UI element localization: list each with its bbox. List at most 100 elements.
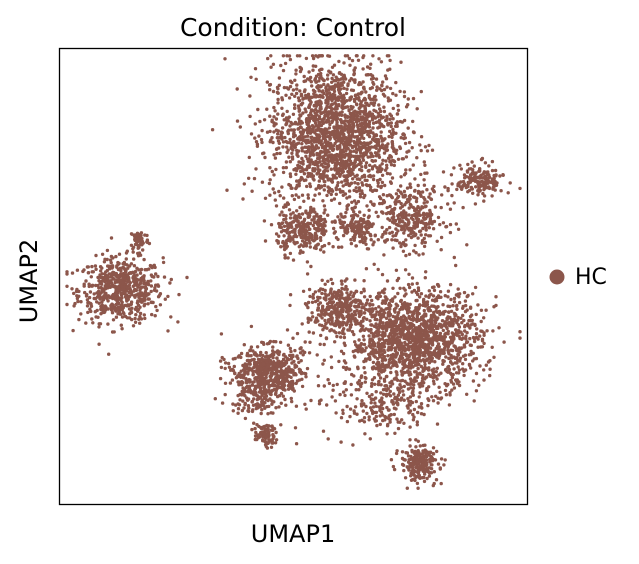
scatter-point <box>479 308 484 312</box>
scatter-point <box>150 265 154 270</box>
scatter-point <box>185 275 189 280</box>
scatter-point <box>332 226 336 231</box>
scatter-point <box>458 163 462 167</box>
scatter-point <box>438 390 442 394</box>
scatter-point <box>272 130 276 134</box>
scatter-point <box>106 322 110 326</box>
scatter-point <box>326 99 330 104</box>
scatter-point <box>434 321 438 325</box>
scatter-point <box>370 102 375 106</box>
scatter-point <box>137 317 141 321</box>
scatter-point <box>396 229 400 233</box>
scatter-point <box>443 388 448 393</box>
scatter-point <box>84 321 88 325</box>
scatter-point <box>285 244 289 249</box>
scatter-point <box>317 192 322 196</box>
scatter-point <box>115 299 119 303</box>
scatter-point <box>347 157 352 161</box>
scatter-point <box>135 266 139 270</box>
scatter-point <box>377 195 382 199</box>
scatter-point <box>402 384 406 389</box>
scatter-point <box>132 294 137 298</box>
scatter-point <box>274 128 279 132</box>
scatter-point <box>95 308 99 313</box>
scatter-point <box>422 160 426 164</box>
scatter-point <box>108 258 113 262</box>
scatter-point <box>508 181 512 185</box>
scatter-point <box>315 151 319 156</box>
scatter-point <box>385 118 389 122</box>
scatter-point <box>351 88 356 93</box>
scatter-point <box>408 302 412 306</box>
scatter-point <box>336 129 340 133</box>
scatter-point <box>432 331 436 336</box>
scatter-point <box>335 382 339 387</box>
scatter-point <box>405 186 410 190</box>
scatter-point <box>459 346 463 351</box>
scatter-point <box>377 155 382 159</box>
scatter-point <box>250 189 254 193</box>
scatter-point <box>129 300 134 304</box>
scatter-point <box>285 109 289 114</box>
scatter-point <box>321 89 325 93</box>
scatter-point <box>325 165 329 169</box>
scatter-point <box>299 249 303 253</box>
scatter-point <box>282 205 286 209</box>
scatter-point <box>391 320 396 325</box>
scatter-point <box>262 151 266 155</box>
scatter-point <box>336 146 341 150</box>
scatter-point <box>364 242 368 246</box>
scatter-point <box>263 155 267 160</box>
scatter-point <box>415 281 419 286</box>
scatter-point <box>77 317 81 322</box>
scatter-point <box>341 102 345 106</box>
scatter-point <box>339 163 343 168</box>
scatter-point <box>396 328 400 332</box>
scatter-point <box>386 96 390 100</box>
scatter-point <box>98 322 103 326</box>
scatter-point <box>424 228 428 232</box>
scatter-point <box>472 357 476 361</box>
scatter-point <box>373 164 377 168</box>
scatter-point <box>428 374 433 378</box>
scatter-point <box>277 221 281 226</box>
scatter-point <box>335 112 339 117</box>
scatter-point <box>407 221 411 225</box>
scatter-point <box>413 243 417 248</box>
scatter-point <box>438 352 442 356</box>
scatter-point <box>388 117 392 122</box>
scatter-point <box>353 174 357 179</box>
scatter-point <box>311 56 316 61</box>
scatter-point <box>484 363 488 367</box>
scatter-point <box>388 129 392 134</box>
scatter-point <box>352 99 357 104</box>
scatter-point <box>313 118 317 122</box>
scatter-point <box>323 180 327 184</box>
scatter-point <box>281 54 286 58</box>
scatter-point <box>111 276 115 281</box>
scatter-point <box>388 204 392 209</box>
scatter-point <box>336 134 340 138</box>
scatter-point <box>403 268 408 272</box>
scatter-point <box>378 294 383 299</box>
scatter-point <box>297 135 302 139</box>
scatter-point <box>422 308 426 313</box>
scatter-point <box>439 371 443 375</box>
scatter-point <box>425 388 429 392</box>
scatter-point <box>344 210 348 215</box>
scatter-point <box>130 232 134 236</box>
scatter-point <box>363 380 367 384</box>
scatter-point <box>274 167 278 172</box>
scatter-point <box>309 172 314 176</box>
scatter-point <box>337 359 341 364</box>
scatter-point <box>310 54 315 58</box>
scatter-point <box>71 328 75 333</box>
scatter-point <box>374 77 379 81</box>
scatter-point <box>365 204 369 208</box>
scatter-point <box>479 319 483 324</box>
scatter-point <box>325 77 330 81</box>
scatter-point <box>406 126 410 130</box>
scatter-point <box>87 282 91 286</box>
scatter-point <box>283 135 287 140</box>
scatter-point <box>456 227 461 231</box>
